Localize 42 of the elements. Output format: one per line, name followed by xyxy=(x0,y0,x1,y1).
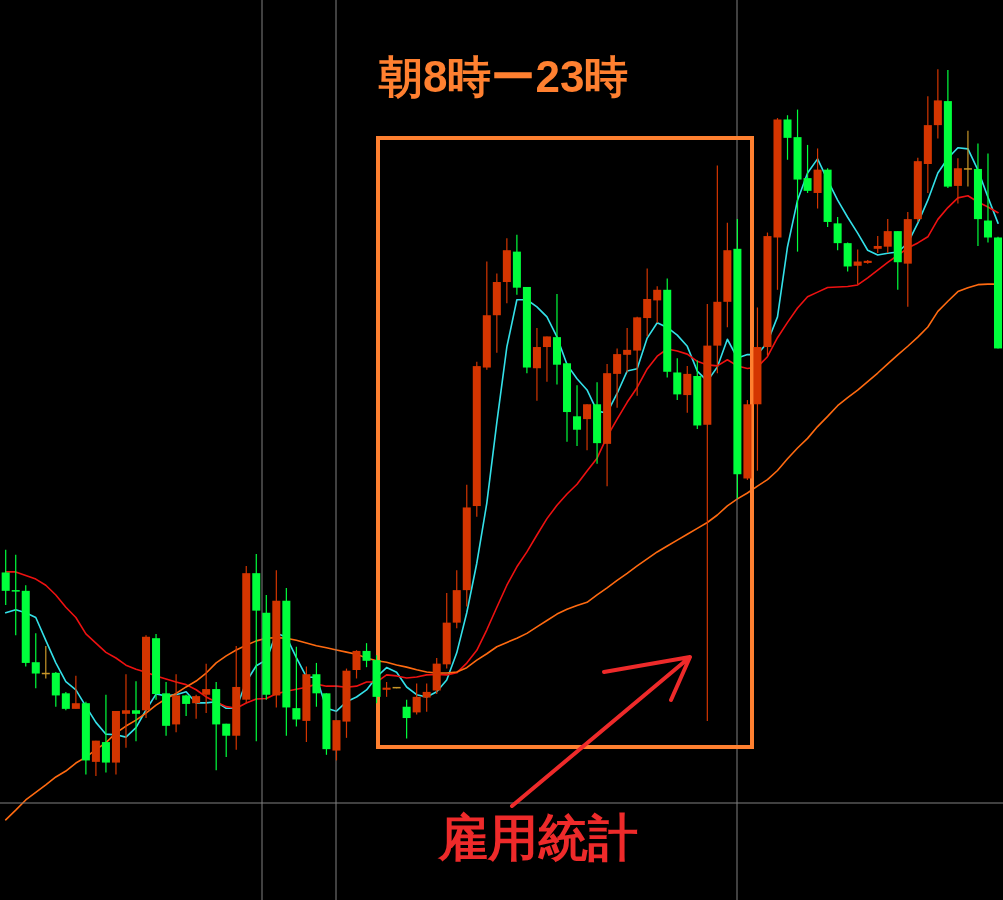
candlestick xyxy=(121,673,130,749)
candlestick xyxy=(783,114,792,161)
candlestick xyxy=(613,347,622,409)
candlestick xyxy=(653,285,662,324)
candlestick xyxy=(192,694,201,720)
candlestick xyxy=(673,357,682,401)
candlestick xyxy=(833,216,842,251)
candlestick xyxy=(31,632,40,689)
annotation: 朝8時ー23時 xyxy=(378,52,629,101)
candlestick xyxy=(352,649,361,680)
candlestick xyxy=(532,327,541,402)
candlestick xyxy=(573,384,582,447)
annotation: 雇用統計 xyxy=(437,810,638,866)
candlestick xyxy=(131,680,141,742)
candlestick xyxy=(683,365,692,414)
candlestick xyxy=(202,663,211,714)
candlestick xyxy=(91,740,100,777)
candlestick xyxy=(953,157,962,205)
candlestick xyxy=(292,646,301,728)
candlestick xyxy=(422,682,431,713)
candlestick xyxy=(883,218,892,254)
candlestick xyxy=(623,327,632,374)
candlestick xyxy=(803,144,812,194)
candlestick xyxy=(963,130,972,188)
candlestick xyxy=(11,554,20,636)
candlestick xyxy=(1,549,10,606)
candlestick xyxy=(402,699,411,740)
candlestick xyxy=(542,335,551,383)
candlestick xyxy=(412,682,421,716)
candlestick xyxy=(983,152,992,244)
candlestick xyxy=(643,267,652,338)
candlestick xyxy=(312,662,321,708)
candlestick xyxy=(853,248,862,285)
candlestick xyxy=(362,642,371,668)
candlestick xyxy=(843,241,852,273)
candlestick xyxy=(583,403,592,451)
candlestick xyxy=(61,691,70,711)
candlestick xyxy=(813,147,822,210)
candlestick xyxy=(101,694,110,774)
candlestick xyxy=(51,671,60,708)
candlestick xyxy=(222,723,231,758)
candlestick xyxy=(71,675,80,710)
